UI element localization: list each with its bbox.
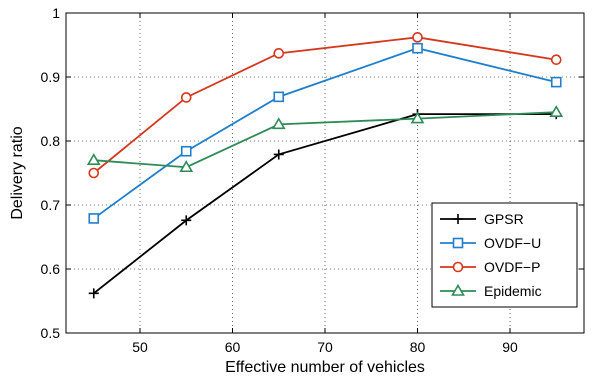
data-point [180, 145, 192, 157]
legend-item: Epidemic [440, 283, 542, 299]
data-point [181, 215, 192, 226]
y-tick-label: 0.5 [41, 325, 61, 341]
legend-marker [453, 214, 463, 224]
legend-marker [451, 283, 465, 296]
legend-marker [452, 237, 464, 249]
data-point [86, 153, 101, 165]
x-tick-label: 80 [410, 339, 426, 355]
series-3 [86, 105, 564, 173]
x-tick-label: 50 [132, 339, 148, 355]
legend-label: OVDF−P [484, 259, 540, 275]
data-point [412, 42, 423, 54]
y-axis-label: Delivery ratio [9, 126, 26, 219]
data-point [179, 160, 194, 173]
legend: GPSR OVDF−U OVDF−P Epidemic [431, 202, 578, 308]
legend-marker [452, 261, 464, 273]
series-line [93, 111, 557, 169]
data-point [550, 54, 562, 66]
x-tick-label: 90 [502, 339, 518, 355]
y-tick-label: 1 [52, 5, 60, 21]
legend-item: OVDF−U [440, 235, 541, 251]
series-layer [86, 32, 564, 299]
series-2 [88, 32, 562, 179]
x-tick-label: 70 [317, 339, 333, 355]
data-point [180, 92, 192, 103]
x-axis-label: Effective number of vehicles [225, 359, 425, 376]
legend-label: OVDF−U [484, 235, 541, 251]
legend-label: GPSR [484, 211, 524, 227]
data-point [88, 288, 99, 299]
series-1 [88, 42, 562, 224]
legend-item: OVDF−P [440, 259, 540, 275]
data-point [271, 117, 286, 130]
data-point [410, 111, 425, 124]
y-tick-label: 0.9 [41, 69, 61, 85]
data-point [88, 167, 100, 179]
y-tick-label: 0.8 [41, 133, 61, 149]
grid-lines [66, 13, 584, 333]
data-point [273, 91, 285, 103]
data-point [273, 48, 285, 59]
tick-layer: 50 60 70 80 90 0.5 0.6 0.7 0.8 0.9 1 [41, 5, 584, 355]
data-point [273, 149, 284, 160]
data-point [550, 76, 562, 88]
data-point [549, 105, 564, 117]
data-point [412, 32, 423, 43]
y-tick-label: 0.6 [41, 261, 61, 277]
y-tick-label: 0.7 [41, 197, 61, 213]
legend-item: GPSR [440, 211, 524, 227]
data-point [88, 213, 100, 224]
x-tick-label: 60 [225, 339, 241, 355]
legend-label: Epidemic [484, 283, 542, 299]
